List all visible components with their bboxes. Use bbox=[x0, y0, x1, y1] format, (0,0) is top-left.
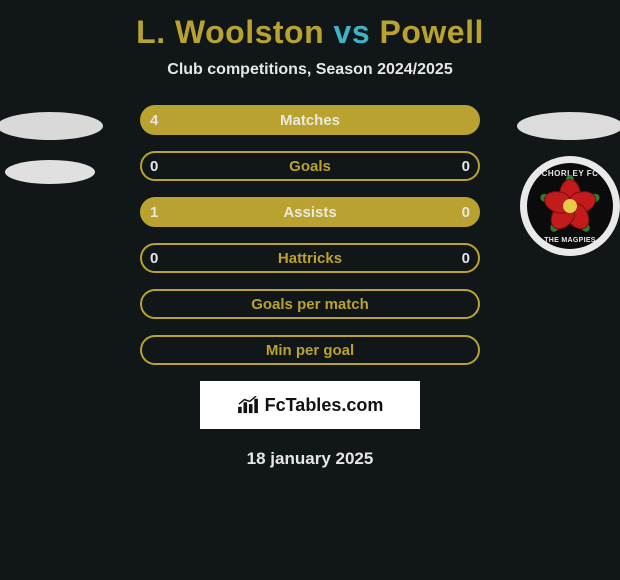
rose-center bbox=[563, 199, 577, 213]
subtitle: Club competitions, Season 2024/2025 bbox=[0, 61, 620, 79]
chorley-crest-inner: CHORLEY FC THE MAGPIES bbox=[527, 163, 613, 249]
date-label: 18 january 2025 bbox=[0, 449, 620, 469]
right-ellipse bbox=[517, 112, 620, 140]
stat-row: 00Hattricks bbox=[140, 243, 480, 273]
stat-row: 4Matches bbox=[140, 105, 480, 135]
stat-label: Hattricks bbox=[140, 243, 480, 273]
stat-row: Min per goal bbox=[140, 335, 480, 365]
right-club-badge: CHORLEY FC THE MAGPIES bbox=[510, 112, 620, 292]
attribution-text: FcTables.com bbox=[265, 395, 384, 416]
stat-label: Goals per match bbox=[140, 289, 480, 319]
stat-row: 10Assists bbox=[140, 197, 480, 227]
attribution-box: FcTables.com bbox=[200, 381, 420, 429]
crest-text-bottom: THE MAGPIES bbox=[527, 237, 613, 244]
chart-icon bbox=[237, 396, 259, 414]
left-ellipse-1 bbox=[0, 112, 103, 140]
comparison-title: L. Woolston vs Powell bbox=[0, 0, 620, 51]
stat-row: 00Goals bbox=[140, 151, 480, 181]
stat-row: Goals per match bbox=[140, 289, 480, 319]
chorley-crest: CHORLEY FC THE MAGPIES bbox=[520, 156, 620, 256]
stat-label: Assists bbox=[140, 197, 480, 227]
player1-name: L. Woolston bbox=[136, 14, 324, 50]
left-club-badge bbox=[0, 112, 110, 292]
player2-name: Powell bbox=[380, 14, 484, 50]
stat-label: Matches bbox=[140, 105, 480, 135]
stat-label: Goals bbox=[140, 151, 480, 181]
rose-icon bbox=[547, 183, 593, 229]
left-ellipse-2 bbox=[5, 160, 95, 184]
vs-label: vs bbox=[334, 14, 371, 50]
stat-label: Min per goal bbox=[140, 335, 480, 365]
